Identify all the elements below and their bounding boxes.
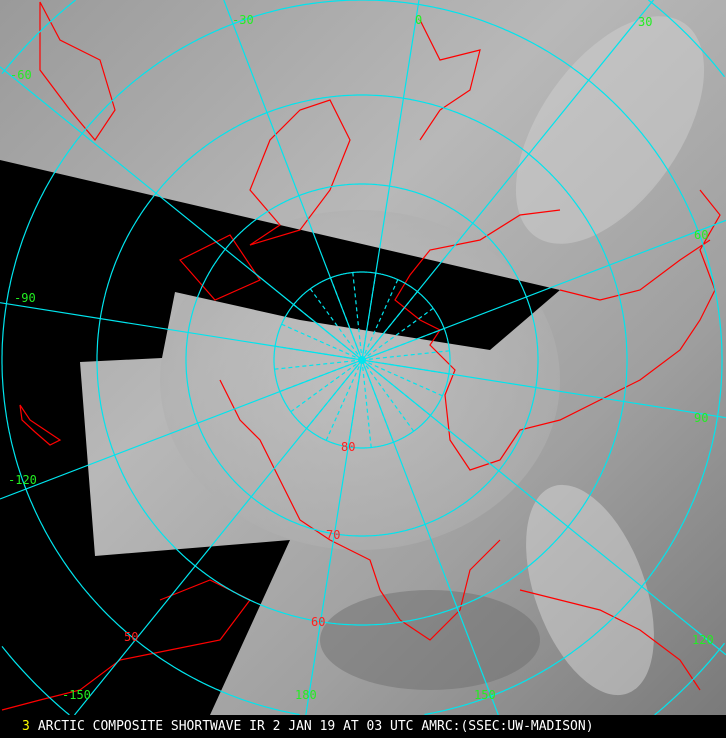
latitude-circle (273, 271, 451, 449)
coastline-island (19, 404, 62, 446)
image-caption-bar: 3 ARCTIC COMPOSITE SHORTWAVE IR 2 JAN 19 … (0, 715, 726, 738)
latitude-label: 70 (326, 528, 341, 542)
coastline-svalbard (179, 234, 261, 301)
latitude-circle (1, 646, 70, 715)
meridian-line-inner (361, 279, 399, 361)
meridian-line-inner (290, 359, 363, 413)
longitude-label: 90 (694, 411, 709, 425)
coastline-russia-north (219, 379, 501, 641)
meridian-line-inner (329, 277, 363, 361)
longitude-label: 60 (694, 228, 709, 242)
latitude-label: 80 (341, 440, 356, 454)
meridian-line-inner (309, 288, 363, 361)
caption-title: ARCTIC COMPOSITE SHORTWAVE IR 2 JAN 19 A… (37, 719, 594, 734)
longitude-label: -90 (14, 291, 36, 305)
frame-number: 3 (22, 719, 30, 734)
longitude-label: 150 (474, 688, 496, 702)
meridian-line-inner (361, 359, 443, 397)
meridian-line-inner (361, 359, 395, 443)
longitude-label: 0 (415, 13, 423, 27)
coastline-scandinavia (249, 99, 351, 246)
meridian-line-inner (361, 359, 449, 375)
latitude-circle (185, 183, 539, 537)
meridian-line (361, 0, 420, 361)
latitude-circle (1, 0, 723, 715)
meridian-line-inner (361, 327, 445, 361)
coastline-greenland (39, 1, 116, 142)
coastline-siberia (559, 239, 711, 301)
coastline-east-asia (1, 579, 251, 711)
meridian-line-inner (361, 291, 418, 361)
latitude-circle (654, 642, 725, 715)
meridian-line (74, 359, 363, 715)
meridian-line-inner (279, 359, 363, 393)
longitude-label: -60 (10, 68, 32, 82)
longitude-label: 30 (638, 15, 653, 29)
meridian-line-inner (293, 304, 363, 361)
coastline-europe (419, 19, 481, 141)
longitude-label: 180 (295, 688, 317, 702)
meridian-line-inner (306, 359, 363, 429)
meridian-line-inner (361, 350, 450, 361)
latitude-circle (424, 360, 723, 715)
longitude-label: -30 (232, 13, 254, 27)
meridian-line-inner (281, 323, 363, 361)
longitude-label: 120 (692, 633, 714, 647)
graticule (0, 0, 726, 715)
coastlines (1, 1, 721, 711)
latitude-label: 60 (311, 615, 326, 629)
longitude-label: -150 (62, 688, 91, 702)
meridian-line-inner (275, 345, 363, 361)
latitude-circle (648, 0, 725, 78)
meridian-line-inner (274, 359, 363, 370)
meridian-line (361, 359, 726, 419)
latitude-circle (96, 94, 628, 626)
no-data-region (0, 160, 560, 715)
latitude-circle (1, 0, 76, 74)
coastline-alaska (519, 589, 701, 691)
meridian-line-inner (361, 273, 377, 361)
meridian-line-inner (325, 359, 363, 441)
coastline-canada-arctic (394, 189, 721, 471)
meridian-line-inner (361, 307, 434, 361)
meridian-line-inner (361, 359, 431, 416)
latitude-label: 50 (124, 630, 139, 644)
meridian-line-inner (361, 359, 415, 432)
meridian-line-inner (361, 359, 372, 448)
meridian-line-inner (352, 272, 363, 361)
meridian-line-inner (347, 359, 363, 447)
longitude-label: -120 (8, 473, 37, 487)
polar-projection-map (0, 0, 726, 715)
meridian-line (0, 302, 363, 361)
